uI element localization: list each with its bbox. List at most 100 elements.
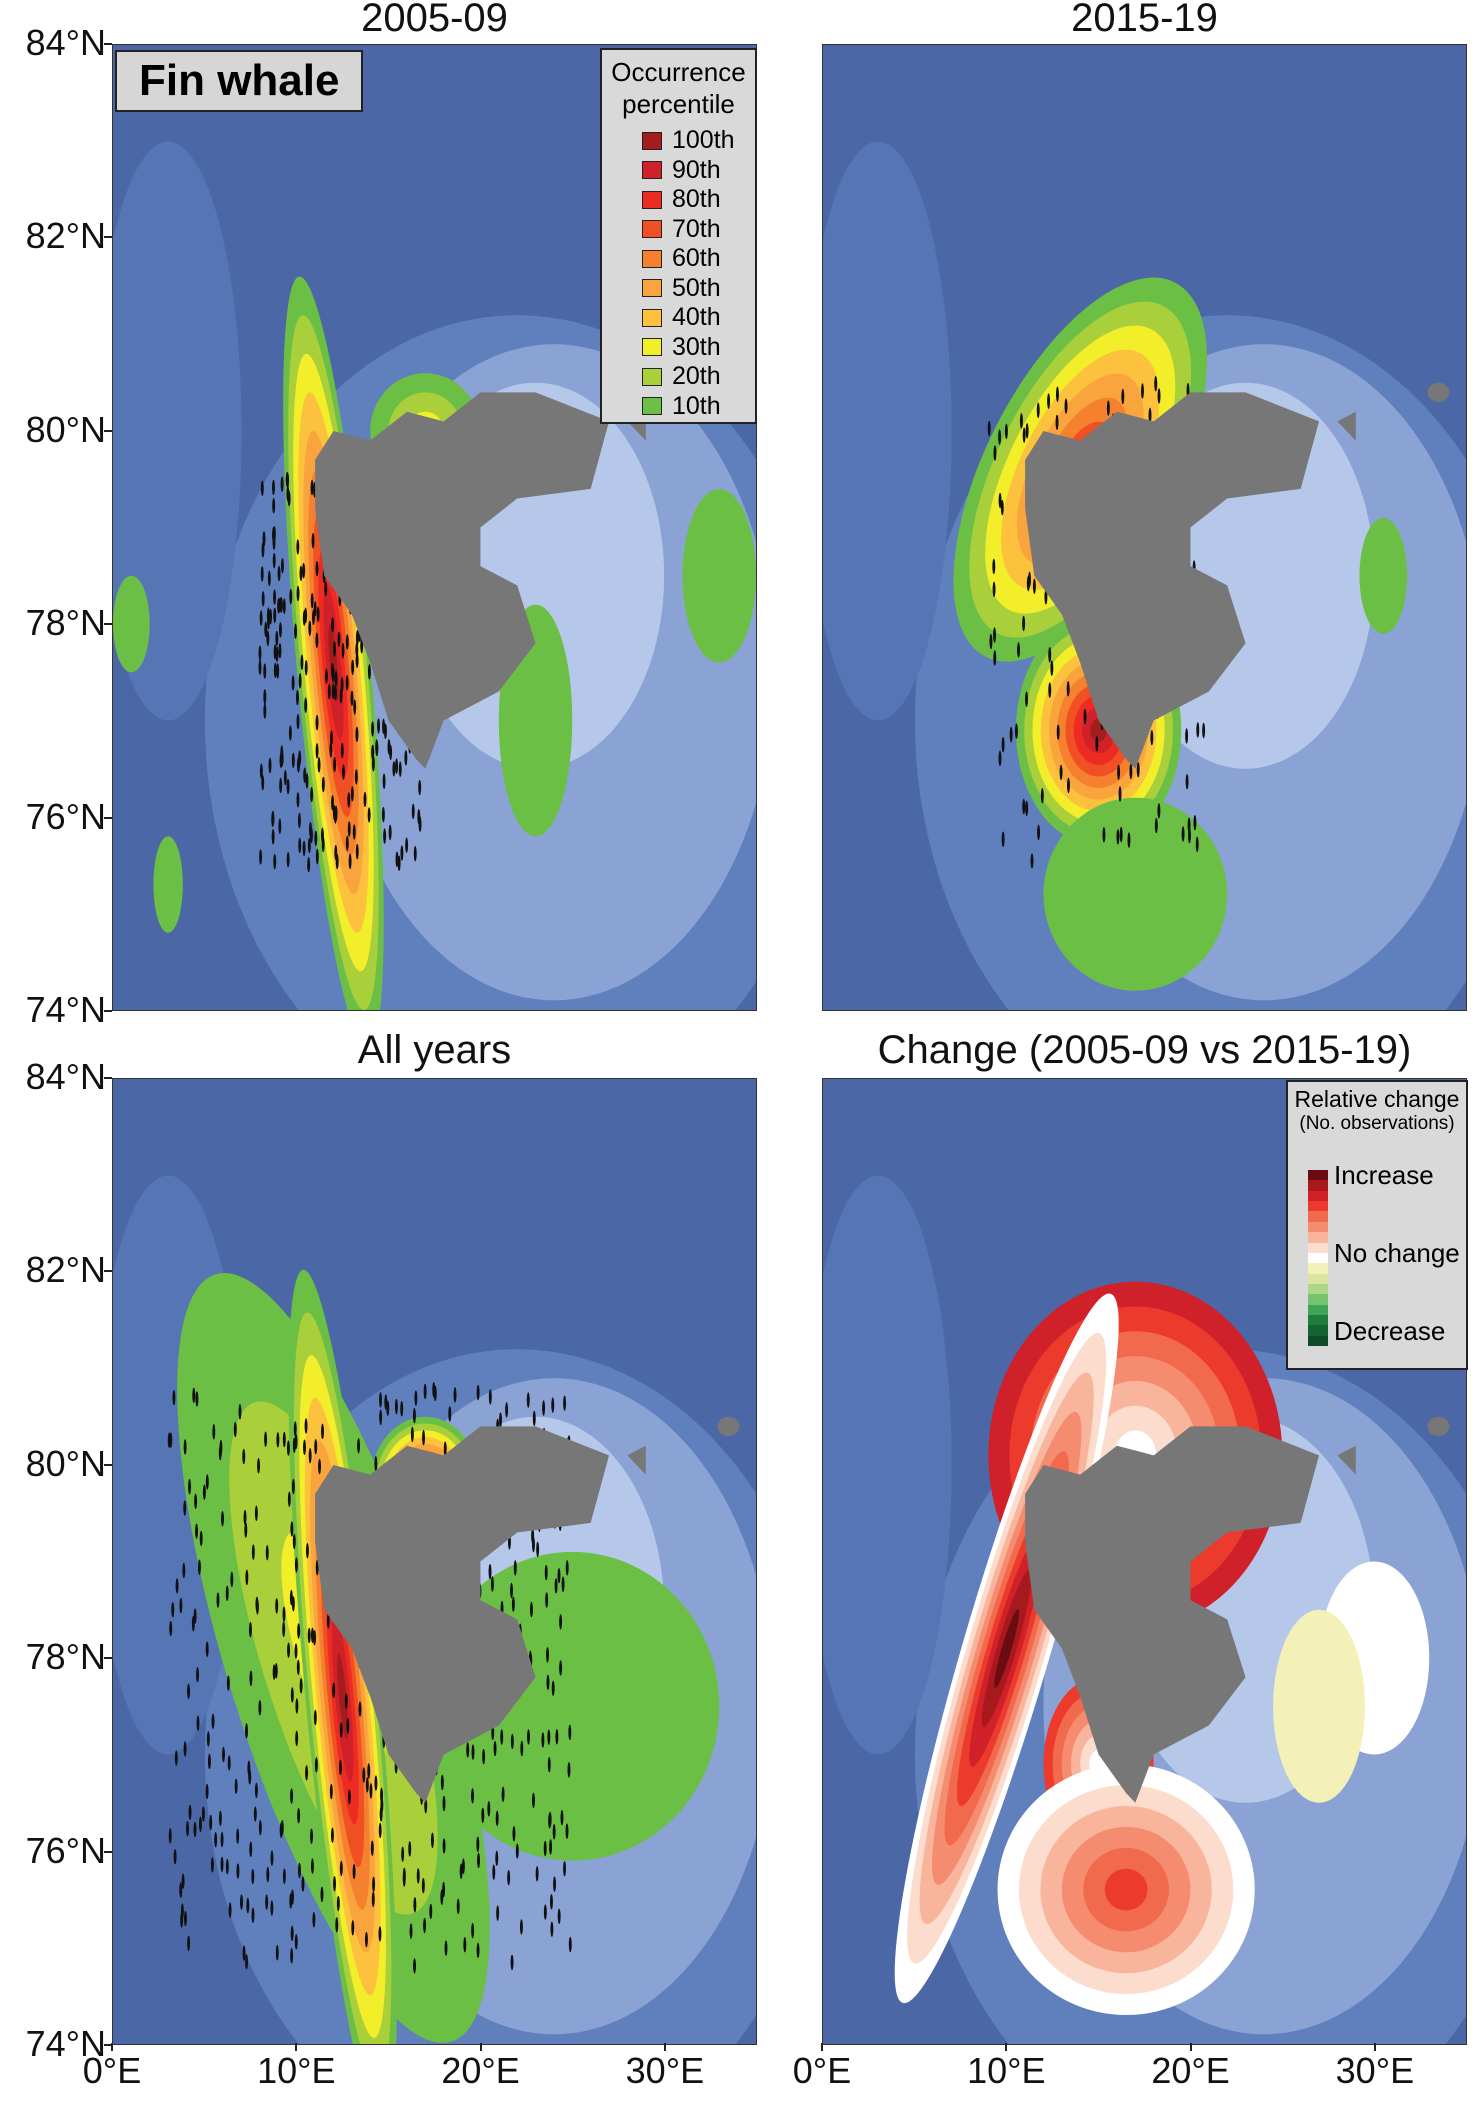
sighting-point [276, 663, 280, 679]
legend-item-label: 10th [672, 391, 721, 420]
sighting-point [236, 1828, 240, 1844]
sighting-point [293, 1421, 297, 1437]
sighting-point [1055, 386, 1059, 402]
sighting-point [536, 1541, 540, 1558]
colorbar-step [1308, 1273, 1328, 1284]
lat-tick [104, 623, 112, 626]
sighting-point [559, 1614, 563, 1630]
sighting-point [326, 1613, 330, 1629]
sighting-point [1067, 777, 1070, 794]
sighting-point [263, 663, 267, 679]
sighting-point [471, 1788, 475, 1804]
sighting-point [555, 1729, 559, 1745]
sighting-point [282, 1606, 286, 1622]
decrease-label: Decrease [1334, 1316, 1446, 1346]
sighting-point [299, 1678, 303, 1694]
sighting-point [553, 1876, 557, 1892]
sighting-point [280, 557, 284, 574]
sighting-point [314, 830, 318, 847]
sighting-point [207, 1753, 211, 1770]
legend-swatch [642, 131, 662, 150]
sighting-point [350, 690, 354, 706]
sighting-point [401, 1846, 405, 1862]
sighting-point [1195, 836, 1199, 853]
sighting-point [246, 1897, 250, 1914]
sighting-point [992, 558, 996, 575]
sighting-point [546, 1647, 549, 1663]
sighting-point [183, 1741, 187, 1757]
sighting-point [316, 606, 320, 623]
sighting-point [418, 816, 422, 832]
sighting-point [345, 634, 349, 650]
sighting-point [430, 1832, 434, 1848]
sighting-point [1036, 402, 1040, 418]
sighting-point [280, 745, 284, 761]
sighting-point [383, 828, 387, 844]
legend-item-label: 100th [672, 126, 735, 155]
lat-label: 82°N [25, 1249, 106, 1291]
sighting-point [297, 812, 301, 829]
colorbar-step [1308, 1263, 1328, 1274]
density-contour [1043, 797, 1228, 991]
sighting-point [482, 1748, 486, 1765]
sighting-point [296, 1659, 300, 1675]
sighting-point [335, 1917, 339, 1933]
sighting-point [244, 1522, 248, 1538]
sighting-point [371, 756, 375, 772]
sighting-point [291, 675, 295, 691]
sighting-point [249, 1841, 253, 1857]
sighting-point [292, 1533, 296, 1550]
sighting-point [299, 565, 303, 582]
lat-label: 80°N [25, 408, 106, 450]
sighting-point [214, 1832, 218, 1848]
increase-label: Increase [1334, 1160, 1434, 1190]
sighting-point [548, 1813, 552, 1829]
sighting-point [263, 689, 267, 705]
sighting-point [287, 1491, 291, 1507]
sighting-point [1040, 787, 1044, 804]
lon-label: 30°E [625, 2050, 705, 2091]
sighting-point [513, 1560, 517, 1576]
change-legend: Relative change (No. observations) Incre… [1286, 1080, 1468, 1370]
sighting-point [386, 1400, 390, 1416]
sighting-point [351, 1920, 355, 1936]
sighting-point [273, 607, 277, 624]
lon-tick [1189, 2043, 1192, 2051]
sighting-point [499, 1412, 502, 1428]
sighting-point [292, 1437, 296, 1453]
sighting-point [260, 480, 264, 496]
sighting-point [410, 1426, 414, 1443]
sighting-point [251, 1868, 255, 1885]
lat-label: 78°N [25, 602, 106, 644]
sighting-point [271, 829, 275, 845]
sighting-point [314, 1438, 318, 1455]
sighting-point [1127, 832, 1131, 848]
sighting-point [355, 726, 359, 743]
sighting-point [202, 1484, 206, 1500]
sighting-point [302, 562, 306, 579]
sighting-point [392, 761, 396, 777]
sighting-point [286, 472, 290, 489]
sighting-point [233, 1421, 237, 1438]
kvitoya-island [1337, 411, 1356, 441]
sighting-point [169, 1620, 173, 1637]
sighting-point [413, 1897, 417, 1913]
legend-swatch [642, 338, 662, 357]
lon-tick [1005, 2043, 1008, 2051]
sighting-point [212, 1424, 216, 1440]
sighting-point [992, 581, 996, 598]
colorbar-step [1308, 1221, 1328, 1233]
sighting-point [998, 750, 1002, 767]
sighting-point [371, 721, 375, 737]
legend-item-label: 80th [672, 185, 721, 214]
sighting-point [488, 1389, 492, 1405]
sighting-point [321, 1423, 324, 1440]
sighting-point [1106, 400, 1110, 416]
sighting-point [304, 660, 308, 676]
sighting-point [411, 803, 415, 820]
sighting-point [344, 1693, 348, 1709]
sighting-point [552, 1824, 556, 1840]
sighting-point [305, 1542, 309, 1559]
sighting-point [251, 1544, 255, 1560]
sighting-point [395, 758, 399, 774]
